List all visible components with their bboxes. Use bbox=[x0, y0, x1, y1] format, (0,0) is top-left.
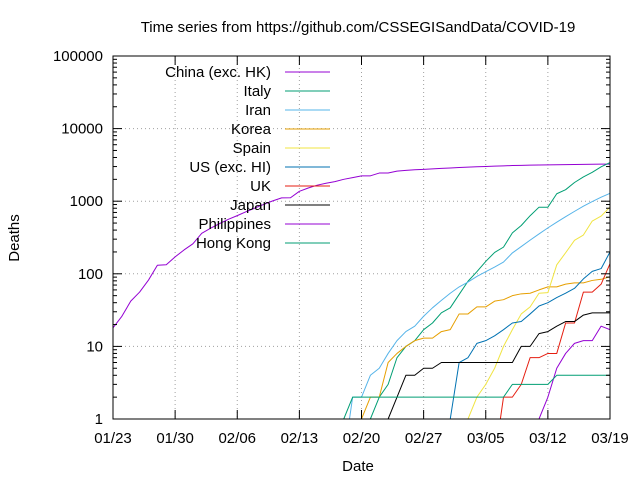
series-line-philippines bbox=[538, 325, 610, 419]
y-tick-label: 100 bbox=[78, 266, 103, 283]
series-line-iran bbox=[348, 192, 610, 419]
x-tick-label: 03/12 bbox=[529, 430, 567, 447]
grid-lines bbox=[113, 56, 610, 419]
series-line-japan bbox=[298, 312, 610, 419]
x-tick-label: 03/19 bbox=[591, 430, 629, 447]
x-tick-label: 01/30 bbox=[156, 430, 194, 447]
chart-title: Time series from https://github.com/CSSE… bbox=[141, 19, 576, 36]
legend-label-uk: UK bbox=[250, 178, 271, 195]
y-axis-label: Deaths bbox=[6, 214, 23, 262]
legend-label-iran: Iran bbox=[245, 102, 271, 119]
series-line-uk bbox=[499, 263, 610, 419]
legend-label-us-exc-hi: US (exc. HI) bbox=[189, 159, 271, 176]
series-line-italy bbox=[369, 162, 610, 419]
axes: 1 10 100 1000 10000 100000 01/23 01/30 02/06 02/1… bbox=[53, 48, 629, 447]
y-tick-label: 10 bbox=[86, 338, 103, 355]
legend-label-hong-kong: Hong Kong bbox=[196, 235, 271, 252]
legend-label-spain: Spain bbox=[233, 140, 271, 157]
legend-label-china-exc-hk: China (exc. HK) bbox=[165, 64, 271, 81]
x-tick-label: 01/23 bbox=[94, 430, 132, 447]
legend-label-philippines: Philippines bbox=[198, 216, 271, 233]
y-tick-label: 10000 bbox=[61, 121, 103, 138]
x-tick-label: 02/20 bbox=[343, 430, 381, 447]
y-tick-label: 100000 bbox=[53, 48, 103, 65]
legend-label-korea: Korea bbox=[231, 121, 272, 138]
x-tick-label: 03/05 bbox=[467, 430, 505, 447]
series-line-korea bbox=[360, 276, 610, 419]
legend: China (exc. HK) Italy Iran Korea Spain US (ex… bbox=[165, 64, 330, 252]
plot-frame bbox=[112, 55, 611, 420]
series-line-hong-kong bbox=[343, 374, 610, 419]
legend-label-japan: Japan bbox=[230, 197, 271, 214]
series-line-us-exc-hi bbox=[440, 251, 610, 419]
y-tick-label: 1 bbox=[95, 411, 103, 428]
x-tick-label: 02/06 bbox=[218, 430, 256, 447]
x-tick-label: 02/13 bbox=[281, 430, 319, 447]
y-tick-label: 1000 bbox=[70, 193, 103, 210]
series-line-spain bbox=[467, 206, 610, 419]
x-axis-label: Date bbox=[342, 458, 374, 475]
series-line-china-exc-hk bbox=[113, 163, 610, 329]
x-tick-label: 02/27 bbox=[405, 430, 443, 447]
legend-label-italy: Italy bbox=[243, 83, 271, 100]
series-lines bbox=[113, 162, 610, 419]
